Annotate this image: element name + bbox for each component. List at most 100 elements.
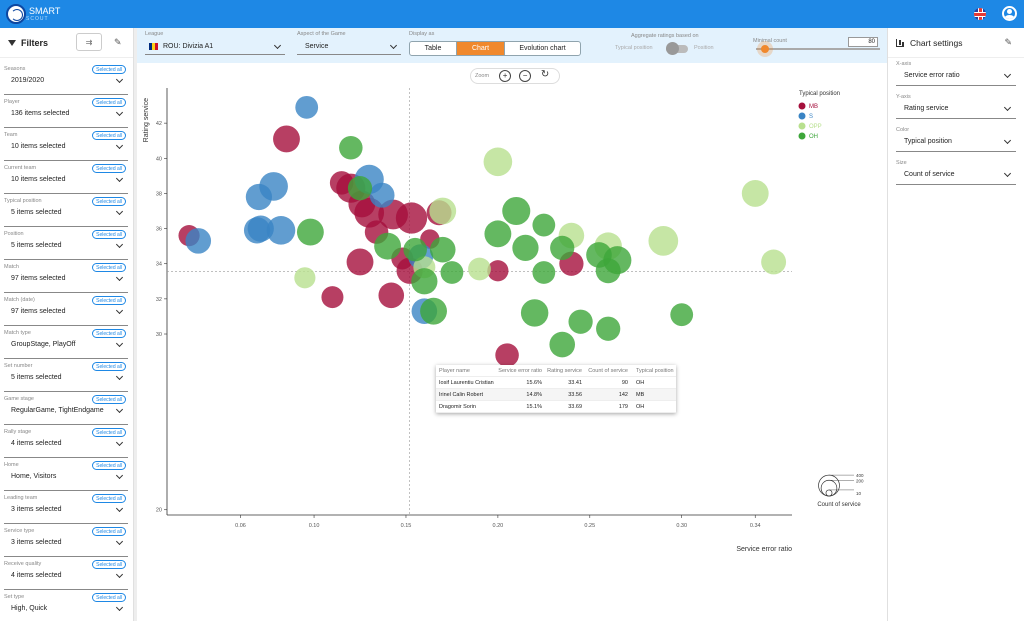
zoom-in-icon[interactable]: + bbox=[499, 70, 512, 82]
legend-marker-oh[interactable] bbox=[798, 132, 806, 140]
data-point-mb[interactable] bbox=[495, 343, 519, 367]
selected-all-badge[interactable]: Selected all bbox=[92, 65, 126, 74]
data-point-opp[interactable] bbox=[468, 257, 491, 281]
selected-all-badge[interactable]: Selected all bbox=[92, 98, 126, 107]
data-point-opp[interactable] bbox=[648, 226, 679, 256]
data-point-oh[interactable] bbox=[339, 135, 363, 160]
data-point-oh[interactable] bbox=[440, 261, 464, 284]
display-chart-button[interactable]: Chart bbox=[457, 42, 505, 55]
selected-all-badge[interactable]: Selected all bbox=[92, 197, 126, 206]
data-point-oh[interactable] bbox=[532, 213, 556, 237]
selected-all-badge[interactable]: Selected all bbox=[92, 461, 126, 470]
setting-y-axis[interactable]: Y-axis Rating service bbox=[896, 94, 1016, 119]
data-point-mb[interactable] bbox=[395, 202, 428, 234]
selected-all-badge[interactable]: Selected all bbox=[92, 593, 126, 602]
data-point-mb[interactable] bbox=[321, 286, 344, 309]
data-point-oh[interactable] bbox=[549, 331, 576, 358]
data-point-opp[interactable] bbox=[483, 147, 513, 177]
setting-x-axis[interactable]: X-axis Service error ratio bbox=[896, 61, 1016, 86]
filter-match-type[interactable]: Match type Selected all GroupStage, PlayOf… bbox=[4, 329, 128, 359]
zoom-out-icon[interactable]: − bbox=[519, 70, 532, 82]
selected-all-badge[interactable]: Selected all bbox=[92, 131, 126, 140]
selected-all-badge[interactable]: Selected all bbox=[92, 395, 126, 404]
selected-all-badge[interactable]: Selected all bbox=[92, 362, 126, 371]
filter-service-type[interactable]: Service type Selected all 3 items selected bbox=[4, 527, 128, 557]
data-point-opp[interactable] bbox=[429, 197, 457, 225]
data-point-oh[interactable] bbox=[596, 316, 621, 341]
filter-player[interactable]: Player Selected all 136 items selected bbox=[4, 98, 128, 128]
data-point-s[interactable] bbox=[369, 182, 395, 208]
pin-icon[interactable]: ✎ bbox=[114, 37, 122, 47]
data-point-oh[interactable] bbox=[347, 176, 373, 201]
filter-team[interactable]: Team Selected all 10 items selected bbox=[4, 131, 128, 161]
data-point-oh[interactable] bbox=[420, 297, 447, 325]
filter-typical-position[interactable]: Typical position Selected all 5 items sele… bbox=[4, 197, 128, 227]
filter-seasons[interactable]: Seasons Selected all 2019/2020 bbox=[4, 65, 128, 95]
data-point-oh[interactable] bbox=[429, 236, 456, 263]
min-count-slider-handle[interactable] bbox=[761, 45, 769, 53]
data-point-oh[interactable] bbox=[568, 309, 593, 334]
filter-set-type[interactable]: Set type Selected all High, Quick bbox=[4, 593, 128, 621]
display-evolution-button[interactable]: Evolution chart bbox=[519, 45, 566, 52]
data-point-s[interactable] bbox=[295, 95, 319, 119]
data-point-s[interactable] bbox=[259, 172, 288, 201]
setting-color[interactable]: Color Typical position bbox=[896, 127, 1016, 152]
display-table-button[interactable]: Table bbox=[410, 42, 457, 55]
data-point-mb[interactable] bbox=[346, 248, 374, 276]
data-point-oh[interactable] bbox=[670, 303, 694, 327]
pin-icon[interactable]: ✎ bbox=[1004, 37, 1012, 47]
data-point-oh[interactable] bbox=[374, 232, 402, 260]
filter-set-number[interactable]: Set number Selected all 5 items selected bbox=[4, 362, 128, 392]
filter-leading-team[interactable]: Leading team Selected all 3 items selected bbox=[4, 494, 128, 524]
uk-flag-icon[interactable] bbox=[974, 8, 986, 20]
data-point-oh[interactable] bbox=[595, 258, 621, 284]
filter-game-stage[interactable]: Game stage Selected all RegularGame, Tight… bbox=[4, 395, 128, 425]
data-point-s[interactable] bbox=[185, 228, 212, 254]
user-account-icon[interactable] bbox=[1002, 6, 1017, 21]
selected-all-badge[interactable]: Selected all bbox=[92, 560, 126, 569]
reset-icon[interactable]: ↻ bbox=[540, 69, 550, 80]
data-point-mb[interactable] bbox=[378, 282, 405, 309]
data-point-oh[interactable] bbox=[502, 196, 531, 226]
data-point-mb[interactable] bbox=[273, 125, 300, 153]
data-point-opp[interactable] bbox=[741, 180, 769, 207]
filter-position[interactable]: Position Selected all 5 items selected bbox=[4, 230, 128, 260]
data-point-oh[interactable] bbox=[512, 234, 539, 262]
data-point-s[interactable] bbox=[247, 215, 274, 242]
legend-marker-opp[interactable] bbox=[798, 122, 806, 130]
setting-size[interactable]: Size Count of service bbox=[896, 160, 1016, 185]
data-point-opp[interactable] bbox=[761, 249, 787, 275]
clear-filters-button[interactable]: ⇉ bbox=[76, 33, 102, 51]
data-point-oh[interactable] bbox=[296, 218, 324, 246]
selected-all-badge[interactable]: Selected all bbox=[92, 230, 126, 239]
filter-home[interactable]: Home Selected all Home, Visitors bbox=[4, 461, 128, 491]
league-select[interactable]: ROU: Divizia A1 bbox=[145, 39, 285, 55]
selected-all-badge[interactable]: Selected all bbox=[92, 296, 126, 305]
filter-match[interactable]: Match Selected all 97 items selected bbox=[4, 263, 128, 293]
data-point-oh[interactable] bbox=[532, 261, 556, 284]
selected-all-badge[interactable]: Selected all bbox=[92, 428, 126, 437]
aggregate-toggle-knob[interactable] bbox=[666, 42, 679, 55]
filters-scrollbar[interactable] bbox=[134, 28, 137, 621]
selected-all-badge[interactable]: Selected all bbox=[92, 527, 126, 536]
data-point-oh[interactable] bbox=[520, 299, 549, 327]
app-logo[interactable]: SMART SCOUT bbox=[6, 4, 60, 24]
selected-all-badge[interactable]: Selected all bbox=[92, 263, 126, 272]
data-point-opp[interactable] bbox=[294, 267, 316, 289]
filter-receive-quality[interactable]: Receive quality Selected all 4 items selec… bbox=[4, 560, 128, 590]
aspect-select[interactable]: Service bbox=[297, 39, 401, 55]
data-point-s[interactable] bbox=[266, 216, 296, 245]
filter-rally-stage[interactable]: Rally stage Selected all 4 items selected bbox=[4, 428, 128, 458]
min-count-slider[interactable] bbox=[756, 48, 880, 50]
filter-current-team[interactable]: Current team Selected all 10 items selecte… bbox=[4, 164, 128, 194]
data-point-oh[interactable] bbox=[411, 268, 438, 295]
legend-marker-s[interactable] bbox=[798, 112, 806, 120]
data-point-oh[interactable] bbox=[550, 235, 575, 261]
selected-all-badge[interactable]: Selected all bbox=[92, 329, 126, 338]
data-point-oh[interactable] bbox=[403, 237, 427, 262]
min-count-input[interactable]: 80 bbox=[848, 37, 878, 47]
selected-all-badge[interactable]: Selected all bbox=[92, 494, 126, 503]
filter-match-date-[interactable]: Match (date) Selected all 97 items selecte… bbox=[4, 296, 128, 326]
data-point-mb[interactable] bbox=[487, 260, 509, 282]
selected-all-badge[interactable]: Selected all bbox=[92, 164, 126, 173]
